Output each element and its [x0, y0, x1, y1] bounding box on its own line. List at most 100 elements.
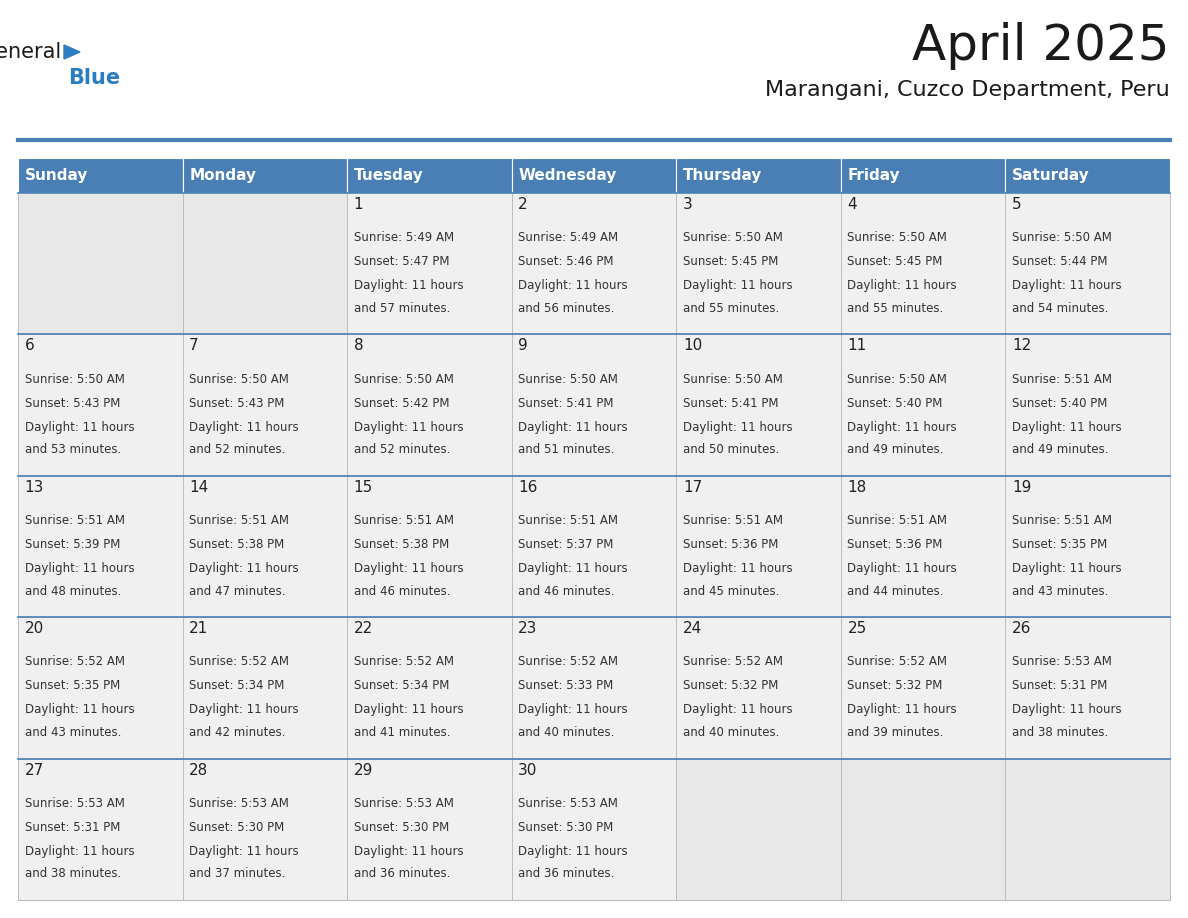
- Bar: [841, 476, 1005, 617]
- Bar: [1005, 758, 1170, 900]
- Text: Marangani, Cuzco Department, Peru: Marangani, Cuzco Department, Peru: [765, 80, 1170, 100]
- Text: Sunrise: 5:50 AM: Sunrise: 5:50 AM: [847, 373, 947, 386]
- Text: Monday: Monday: [189, 168, 257, 183]
- Text: and 40 minutes.: and 40 minutes.: [518, 726, 614, 739]
- Text: Sunset: 5:31 PM: Sunset: 5:31 PM: [25, 821, 120, 834]
- Bar: [1005, 193, 1170, 334]
- Text: and 39 minutes.: and 39 minutes.: [847, 726, 943, 739]
- Text: Daylight: 11 hours: Daylight: 11 hours: [518, 420, 628, 433]
- Text: Daylight: 11 hours: Daylight: 11 hours: [25, 845, 134, 857]
- Text: 17: 17: [683, 480, 702, 495]
- Text: Sunset: 5:35 PM: Sunset: 5:35 PM: [1012, 538, 1107, 551]
- Text: and 56 minutes.: and 56 minutes.: [518, 302, 614, 315]
- Text: Sunset: 5:38 PM: Sunset: 5:38 PM: [189, 538, 284, 551]
- Text: Daylight: 11 hours: Daylight: 11 hours: [518, 703, 628, 716]
- Text: and 37 minutes.: and 37 minutes.: [189, 868, 285, 880]
- Text: Sunrise: 5:52 AM: Sunrise: 5:52 AM: [683, 655, 783, 668]
- Bar: [1005, 158, 1170, 193]
- Text: Sunset: 5:34 PM: Sunset: 5:34 PM: [354, 679, 449, 692]
- Text: 18: 18: [847, 480, 867, 495]
- Text: Daylight: 11 hours: Daylight: 11 hours: [25, 562, 134, 575]
- Text: Sunset: 5:41 PM: Sunset: 5:41 PM: [518, 397, 614, 409]
- Text: Sunrise: 5:52 AM: Sunrise: 5:52 AM: [354, 655, 454, 668]
- Text: 29: 29: [354, 763, 373, 778]
- Text: 30: 30: [518, 763, 538, 778]
- Text: Daylight: 11 hours: Daylight: 11 hours: [354, 562, 463, 575]
- Bar: [18, 617, 183, 758]
- Bar: [841, 193, 1005, 334]
- Text: 8: 8: [354, 339, 364, 353]
- Text: 13: 13: [25, 480, 44, 495]
- Text: and 43 minutes.: and 43 minutes.: [1012, 585, 1108, 598]
- Text: and 46 minutes.: and 46 minutes.: [518, 585, 615, 598]
- Text: Wednesday: Wednesday: [518, 168, 617, 183]
- Text: Sunrise: 5:52 AM: Sunrise: 5:52 AM: [189, 655, 289, 668]
- Text: Daylight: 11 hours: Daylight: 11 hours: [1012, 279, 1121, 292]
- Text: 4: 4: [847, 197, 857, 212]
- Text: 9: 9: [518, 339, 527, 353]
- Text: 22: 22: [354, 621, 373, 636]
- Text: 27: 27: [25, 763, 44, 778]
- Text: Daylight: 11 hours: Daylight: 11 hours: [25, 703, 134, 716]
- Text: 7: 7: [189, 339, 198, 353]
- Text: 1: 1: [354, 197, 364, 212]
- Text: Daylight: 11 hours: Daylight: 11 hours: [189, 562, 298, 575]
- Text: 10: 10: [683, 339, 702, 353]
- Text: Sunset: 5:42 PM: Sunset: 5:42 PM: [354, 397, 449, 409]
- Text: Daylight: 11 hours: Daylight: 11 hours: [683, 279, 792, 292]
- Text: and 55 minutes.: and 55 minutes.: [683, 302, 779, 315]
- Text: Daylight: 11 hours: Daylight: 11 hours: [1012, 420, 1121, 433]
- Text: Daylight: 11 hours: Daylight: 11 hours: [847, 703, 958, 716]
- Text: Sunset: 5:43 PM: Sunset: 5:43 PM: [25, 397, 120, 409]
- Text: Sunrise: 5:53 AM: Sunrise: 5:53 AM: [25, 797, 125, 810]
- Bar: [676, 158, 841, 193]
- Bar: [1005, 617, 1170, 758]
- Text: and 36 minutes.: and 36 minutes.: [518, 868, 614, 880]
- Text: Sunrise: 5:50 AM: Sunrise: 5:50 AM: [354, 373, 454, 386]
- Text: Sunrise: 5:53 AM: Sunrise: 5:53 AM: [1012, 655, 1112, 668]
- Text: Sunrise: 5:53 AM: Sunrise: 5:53 AM: [189, 797, 289, 810]
- Text: Sunrise: 5:50 AM: Sunrise: 5:50 AM: [683, 373, 783, 386]
- Text: and 47 minutes.: and 47 minutes.: [189, 585, 285, 598]
- Polygon shape: [64, 45, 80, 59]
- Bar: [347, 158, 512, 193]
- Text: Sunrise: 5:50 AM: Sunrise: 5:50 AM: [189, 373, 289, 386]
- Text: Saturday: Saturday: [1012, 168, 1089, 183]
- Text: Sunset: 5:35 PM: Sunset: 5:35 PM: [25, 679, 120, 692]
- Text: 2: 2: [518, 197, 527, 212]
- Text: Daylight: 11 hours: Daylight: 11 hours: [354, 703, 463, 716]
- Text: Sunrise: 5:52 AM: Sunrise: 5:52 AM: [518, 655, 618, 668]
- Text: 23: 23: [518, 621, 538, 636]
- Text: Sunrise: 5:53 AM: Sunrise: 5:53 AM: [354, 797, 454, 810]
- Text: Daylight: 11 hours: Daylight: 11 hours: [683, 703, 792, 716]
- Text: 19: 19: [1012, 480, 1031, 495]
- Bar: [347, 617, 512, 758]
- Text: Daylight: 11 hours: Daylight: 11 hours: [847, 279, 958, 292]
- Text: Sunrise: 5:53 AM: Sunrise: 5:53 AM: [518, 797, 618, 810]
- Text: Sunset: 5:36 PM: Sunset: 5:36 PM: [683, 538, 778, 551]
- Text: and 41 minutes.: and 41 minutes.: [354, 726, 450, 739]
- Text: Sunrise: 5:50 AM: Sunrise: 5:50 AM: [25, 373, 125, 386]
- Bar: [1005, 476, 1170, 617]
- Text: Daylight: 11 hours: Daylight: 11 hours: [1012, 562, 1121, 575]
- Bar: [18, 158, 183, 193]
- Text: Daylight: 11 hours: Daylight: 11 hours: [847, 562, 958, 575]
- Text: 24: 24: [683, 621, 702, 636]
- Text: 14: 14: [189, 480, 208, 495]
- Bar: [841, 334, 1005, 476]
- Bar: [676, 193, 841, 334]
- Text: Sunrise: 5:51 AM: Sunrise: 5:51 AM: [683, 514, 783, 527]
- Text: Daylight: 11 hours: Daylight: 11 hours: [683, 420, 792, 433]
- Text: Thursday: Thursday: [683, 168, 763, 183]
- Text: Sunset: 5:37 PM: Sunset: 5:37 PM: [518, 538, 614, 551]
- Text: and 53 minutes.: and 53 minutes.: [25, 443, 121, 456]
- Bar: [676, 476, 841, 617]
- Text: and 40 minutes.: and 40 minutes.: [683, 726, 779, 739]
- Text: 16: 16: [518, 480, 538, 495]
- Text: Daylight: 11 hours: Daylight: 11 hours: [354, 279, 463, 292]
- Text: Daylight: 11 hours: Daylight: 11 hours: [1012, 703, 1121, 716]
- Text: Daylight: 11 hours: Daylight: 11 hours: [25, 420, 134, 433]
- Text: Blue: Blue: [68, 68, 120, 88]
- Bar: [183, 334, 347, 476]
- Text: 21: 21: [189, 621, 208, 636]
